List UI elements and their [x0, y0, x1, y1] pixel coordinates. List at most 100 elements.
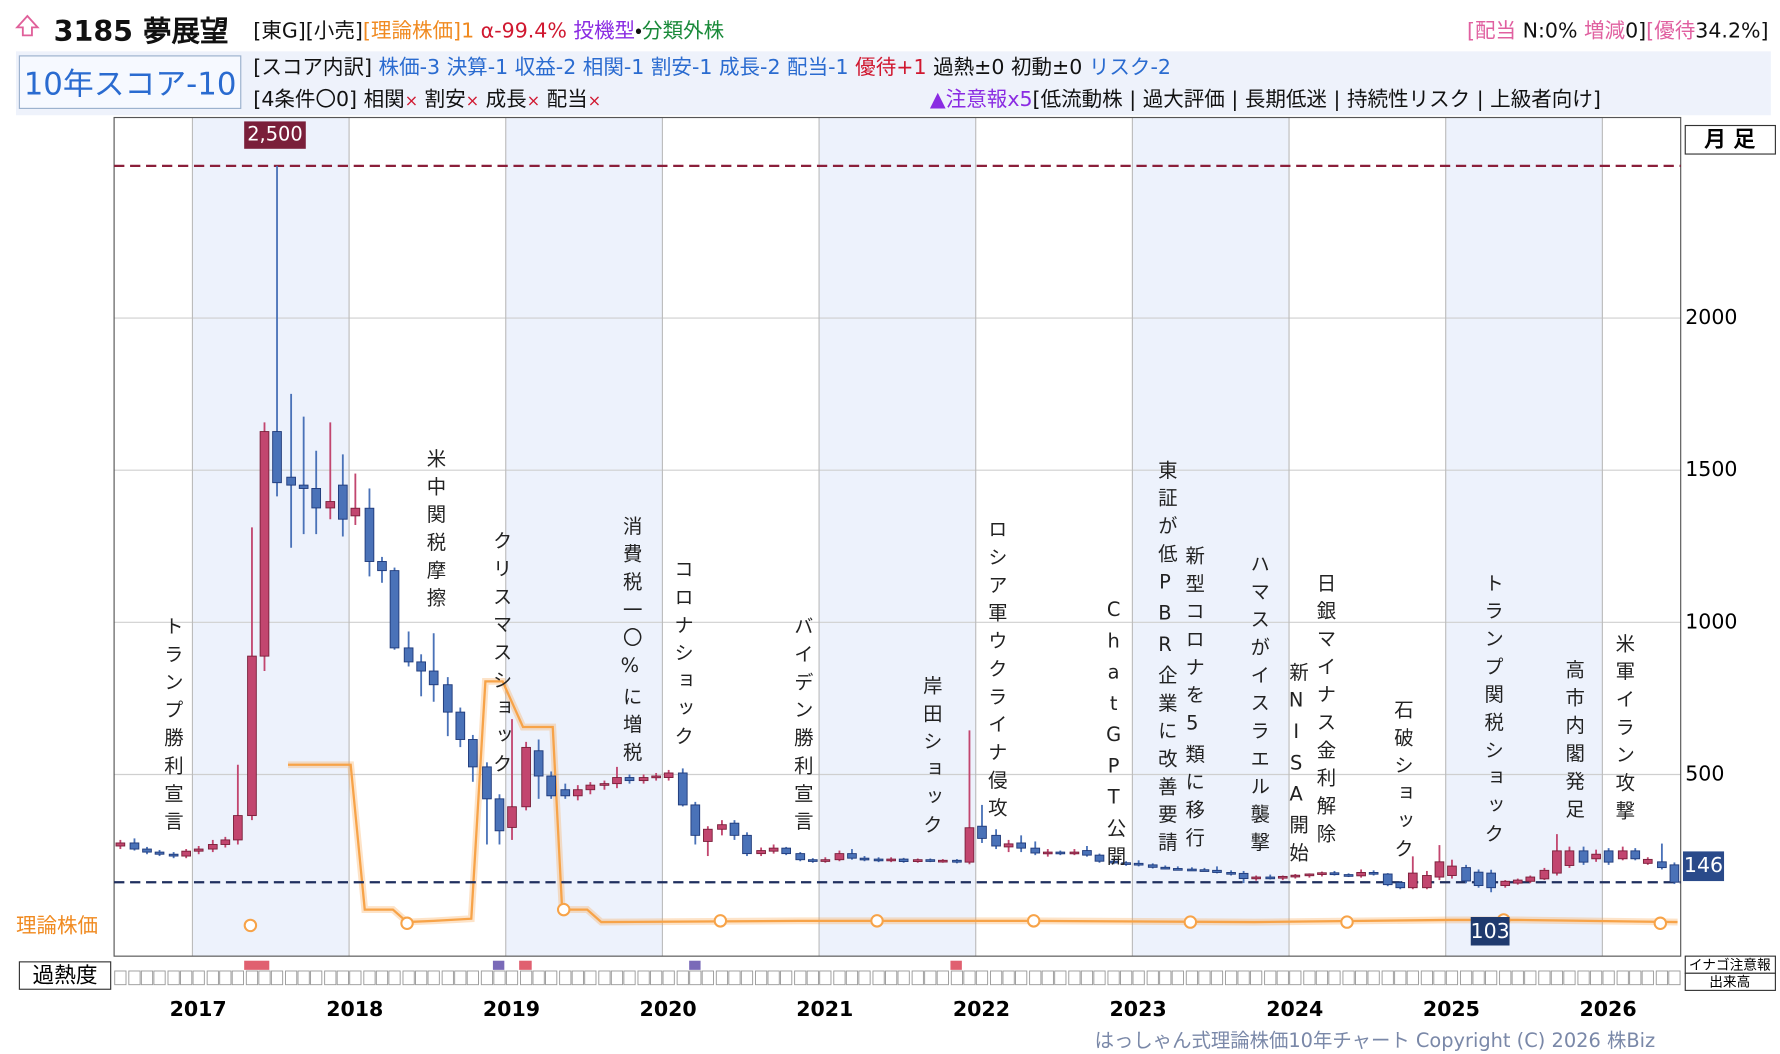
candle-body [1265, 876, 1276, 880]
candle-body [638, 777, 649, 782]
candle-body [193, 848, 204, 852]
candle-body [1147, 864, 1158, 868]
heat-cell [1367, 970, 1380, 986]
candle-body [717, 824, 727, 830]
candle-body [298, 484, 309, 489]
candle-body [703, 828, 713, 842]
heat-cell [545, 970, 558, 986]
candle-body [781, 847, 791, 855]
x-tick-label: 2017 [170, 997, 227, 1021]
candle-body [546, 775, 557, 797]
candle-body [1133, 862, 1144, 866]
header-line2: [スコア内訳] 株価-3 決算-1 収益-2 相関-1 割安-1 成長-2 配当… [253, 51, 1171, 81]
heat-cell [1250, 970, 1263, 986]
year-band [1132, 117, 1290, 957]
heat-signal [689, 960, 701, 970]
yutai-score: 優待+1 [855, 55, 927, 80]
heat-cell [1420, 970, 1434, 986]
heat-cell [728, 970, 741, 986]
period-box [1684, 124, 1776, 155]
heat-cell [1224, 970, 1238, 986]
cond-item: 成長 [485, 87, 527, 112]
heat-cell [1485, 970, 1498, 986]
candle-body [599, 783, 610, 786]
candle-body [1030, 847, 1041, 854]
heat-cell [1185, 970, 1199, 986]
warning-count: ▲注意報x5 [929, 87, 1033, 112]
event-annotation: 新型コロナを5類に移行 [1180, 545, 1204, 856]
candle-body [168, 853, 179, 857]
heat-cell [1041, 970, 1054, 986]
x-tick-label: 2018 [326, 997, 383, 1021]
heat-cell [1590, 970, 1603, 986]
heat-label-box [18, 961, 112, 990]
heat-cell [1499, 970, 1512, 986]
heat-cell [584, 970, 597, 986]
candle-body [912, 859, 923, 862]
candle-body [325, 501, 336, 509]
heat-cell [571, 970, 584, 986]
heat-cell [1093, 970, 1106, 986]
heat-cell [493, 970, 506, 986]
theory-line [287, 680, 1678, 924]
change-label: 増減 [1584, 19, 1626, 44]
heat-cell [1668, 970, 1681, 986]
candle-body [1238, 872, 1249, 880]
cond-item: 相関 [363, 87, 405, 112]
style: 投機型 [573, 19, 636, 44]
heat-cell [532, 970, 545, 986]
event-annotation: 消費税一〇%に増税 [618, 515, 642, 770]
year-band [819, 117, 976, 957]
footer: はっしゃん式理論株価10年チャート Copyright (C) 2026 株Bi… [1095, 1029, 1656, 1052]
dividend-label: [配当 [1466, 19, 1517, 44]
candle-body [560, 789, 571, 797]
heat-cell [911, 970, 924, 986]
cond-mark: × [465, 92, 480, 111]
candle-body [1434, 861, 1445, 878]
header-line3: [4条件〇0] 相関× 割安× 成長× 配当× [253, 83, 601, 113]
heat-cell [989, 970, 1003, 986]
heat-cell [1381, 970, 1394, 986]
cond-mark: × [404, 92, 419, 111]
candle-body [272, 431, 282, 484]
x-tick-label: 2019 [483, 997, 540, 1021]
x-tick-label: 2025 [1423, 997, 1480, 1021]
heat-cell [963, 970, 976, 986]
candle-body [585, 784, 596, 791]
candle-body [1121, 862, 1131, 865]
candle-body [820, 859, 831, 862]
event-annotation: ロシア軍ウクライナ侵攻 [983, 519, 1007, 826]
heat-cell [650, 970, 663, 986]
candle-body [873, 858, 884, 862]
heat-cell [1015, 970, 1028, 986]
candle-body [1187, 868, 1197, 872]
heat-cell [676, 970, 689, 986]
candle-body [1657, 861, 1667, 869]
candle-body [964, 827, 975, 863]
heat-signals [244, 960, 962, 970]
heat-cell [755, 970, 768, 986]
candle-body [1447, 865, 1457, 876]
heat-cell [1120, 970, 1133, 986]
y-tick-label: 500 [1685, 761, 1724, 785]
candle-body [311, 488, 322, 509]
candle-body [663, 772, 674, 778]
heat-cell [1550, 970, 1564, 986]
heat-cell [1511, 970, 1524, 986]
event-annotation: 高市内閣発足 [1560, 659, 1584, 827]
candle-body [1199, 869, 1210, 872]
candle-body [1564, 850, 1575, 866]
y-tick-label: 2000 [1685, 305, 1737, 329]
heat-signal [519, 960, 532, 970]
event-annotation: ChatGPT公開 [1102, 599, 1126, 874]
heat-cell [402, 970, 415, 986]
cond-mark: × [526, 92, 541, 111]
heat-cell [520, 970, 533, 986]
candle-body [220, 839, 231, 845]
heat-cell [375, 970, 389, 986]
heat-cell [936, 970, 949, 986]
candle-body [1669, 864, 1680, 883]
candle-body [756, 850, 766, 855]
heat-cell [180, 970, 193, 986]
candle-body [1422, 875, 1432, 889]
